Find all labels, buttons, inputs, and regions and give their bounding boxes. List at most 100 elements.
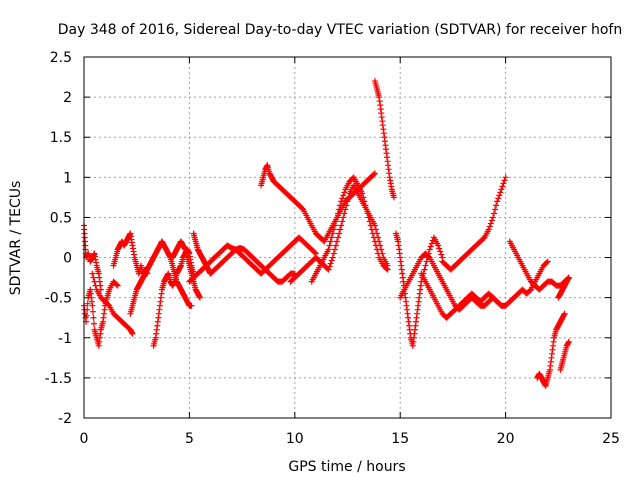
data-point (325, 246, 332, 253)
data-point (370, 171, 377, 178)
data-point (337, 202, 344, 209)
data-point (338, 222, 345, 229)
data-point (359, 190, 366, 197)
data-point (438, 251, 445, 258)
data-point (89, 308, 96, 315)
y-tick-label: -2 (58, 411, 72, 427)
data-point (344, 198, 351, 205)
data-point (129, 330, 136, 337)
y-tick-label: 1.5 (50, 130, 72, 146)
data-point (363, 206, 370, 213)
data-point (495, 195, 502, 202)
data-point (336, 230, 343, 237)
data-point (422, 262, 429, 269)
data-point (92, 282, 99, 289)
data-point (565, 274, 572, 281)
data-point (487, 220, 494, 227)
x-tick-label: 5 (185, 431, 194, 447)
data-point (188, 302, 195, 309)
data-point (326, 242, 333, 249)
data-point (502, 174, 509, 181)
y-axis-label: SDTVAR / TECUs (8, 181, 24, 296)
data-point (360, 194, 367, 201)
y-tick-label: -1.5 (45, 371, 72, 387)
data-point (91, 320, 98, 327)
data-point (327, 238, 334, 245)
data-point (374, 246, 381, 253)
data-point (332, 218, 339, 225)
x-tick-labels: 0 5 10 15 20 25 (80, 431, 620, 447)
data-point (329, 230, 336, 237)
data-point (90, 314, 97, 321)
data-point (84, 306, 91, 313)
data-point (336, 206, 343, 213)
data-point (332, 242, 339, 249)
data-point (340, 192, 347, 199)
data-point (369, 230, 376, 237)
data-point (83, 312, 90, 319)
data-point (113, 281, 120, 288)
data-point (341, 189, 348, 196)
data-point (90, 274, 97, 281)
data-point (331, 246, 338, 253)
data-point (421, 266, 428, 273)
data-point (489, 214, 496, 221)
data-point (492, 206, 499, 213)
data-point (337, 226, 344, 233)
data-point (330, 226, 337, 233)
data-point (526, 287, 533, 294)
data-point (299, 205, 306, 212)
data-point (497, 189, 504, 196)
data-point (435, 242, 442, 249)
data-point (361, 198, 368, 205)
data-point (500, 180, 507, 187)
data-point (491, 210, 498, 217)
grid-lines (84, 57, 611, 418)
data-point (362, 202, 369, 209)
data-point (327, 260, 334, 267)
data-point (343, 202, 350, 209)
data-point (330, 250, 337, 257)
x-tick-label: 20 (497, 431, 515, 447)
data-point (365, 214, 372, 221)
data-point (498, 186, 505, 193)
data-point (84, 300, 91, 307)
y-tick-label: 1 (63, 170, 72, 186)
data-point (91, 278, 98, 285)
data-point (333, 238, 340, 245)
x-tick-label: 10 (286, 431, 304, 447)
data-point (544, 258, 551, 265)
data-point (423, 258, 430, 265)
y-tick-label: 0 (63, 251, 72, 267)
data-point (488, 217, 495, 224)
data-point (89, 302, 96, 309)
data-point (372, 242, 379, 249)
data-point (371, 238, 378, 245)
data-point (328, 234, 335, 241)
data-point (371, 170, 378, 177)
data-point (383, 265, 390, 272)
data-point (339, 195, 346, 202)
data-point (329, 254, 336, 261)
data-point (384, 266, 391, 273)
data-point (335, 234, 342, 241)
data-point (341, 210, 348, 217)
data-point (114, 282, 121, 289)
data-point (105, 301, 112, 308)
data-point (428, 240, 435, 247)
data-point (342, 206, 349, 213)
data-point (366, 218, 373, 225)
data-point (496, 192, 503, 199)
data-point (370, 234, 377, 241)
data-point (339, 218, 346, 225)
data-point (425, 253, 432, 260)
y-tick-labels: -2 -1.5 -1 -0.5 0 0.5 1 1.5 2 2.5 (45, 50, 72, 427)
x-tick-label: 0 (80, 431, 89, 447)
data-point (480, 235, 487, 242)
data-point (494, 198, 501, 205)
data-point (345, 194, 352, 201)
data-point (390, 194, 397, 201)
y-tick-label: 2 (63, 90, 72, 106)
data-point (501, 177, 508, 184)
data-point (426, 246, 433, 253)
